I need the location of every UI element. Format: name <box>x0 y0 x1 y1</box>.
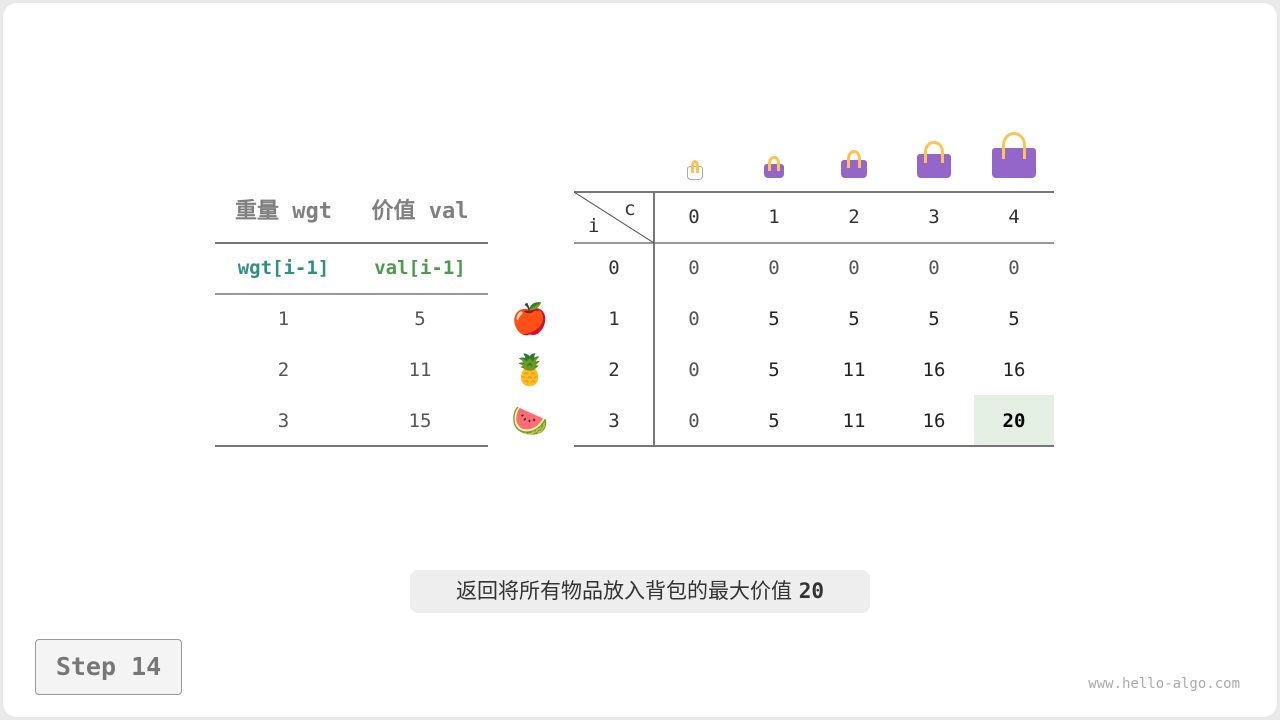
cell-wgt: 1 <box>277 308 290 330</box>
dp-cell: 0 <box>688 410 700 432</box>
capacity-header: 2 <box>848 206 860 228</box>
bag-2-icon <box>841 150 867 178</box>
dp-cell: 11 <box>842 359 866 381</box>
row-label: 3 <box>608 410 620 432</box>
dp-cell: 0 <box>688 257 700 279</box>
step-button[interactable]: Step 14 <box>35 639 182 695</box>
dp-cell: 5 <box>768 308 780 330</box>
cell-val: 11 <box>408 359 432 381</box>
header-1: 价值 val <box>371 199 469 224</box>
capacity-header: 0 <box>688 206 700 228</box>
dp-cell: 0 <box>928 257 940 279</box>
footer-url: www.hello-algo.com <box>1088 676 1240 692</box>
vertical-divider <box>653 192 655 446</box>
dp-cell: 5 <box>768 410 780 432</box>
cell-wgt: 3 <box>277 410 290 432</box>
dp-cell: 0 <box>1008 257 1020 279</box>
dp-cell: 5 <box>1008 308 1020 330</box>
corner-diagonal <box>574 192 654 243</box>
dp-cell: 16 <box>1002 359 1026 381</box>
caption-text: 返回将所有物品放入背包的最大价值 <box>456 579 799 603</box>
dp-cell: 5 <box>848 308 860 330</box>
bag-empty-icon <box>687 160 703 180</box>
caption-value: 20 <box>798 579 824 603</box>
dp-cell: 0 <box>848 257 860 279</box>
row-label: 0 <box>608 257 620 279</box>
divider <box>215 293 488 295</box>
dp-cell: 5 <box>768 359 780 381</box>
capacity-header: 3 <box>928 206 940 228</box>
row-label: 2 <box>608 359 620 381</box>
bag-1-icon <box>764 156 784 178</box>
dp-cell: 0 <box>688 359 700 381</box>
corner-c: c <box>624 198 636 220</box>
dp-cell: 0 <box>688 308 700 330</box>
pineapple-icon: 🍍 <box>511 353 549 388</box>
divider <box>215 445 488 447</box>
bag-3-icon <box>917 140 951 178</box>
subheader-1: val[i-1] <box>374 257 466 279</box>
divider <box>574 445 1054 447</box>
capacity-header: 4 <box>1008 206 1020 228</box>
caption: 返回将所有物品放入背包的最大价值 20 <box>410 570 870 613</box>
highlight-cell <box>974 395 1054 446</box>
cell-val: 15 <box>408 410 432 432</box>
apple-icon: 🍎 <box>511 302 549 337</box>
dp-cell: 5 <box>928 308 940 330</box>
header-0: 重量 wgt <box>235 199 332 224</box>
divider <box>574 191 1054 193</box>
corner-i: i <box>588 215 600 237</box>
dp-cell: 16 <box>922 359 946 381</box>
divider <box>215 242 488 244</box>
cell-wgt: 2 <box>277 359 290 381</box>
watermelon-icon: 🍉 <box>511 404 549 439</box>
dp-cell: 16 <box>922 410 946 432</box>
dp-cell: 0 <box>768 257 780 279</box>
cell-val: 5 <box>414 308 426 330</box>
capacity-header: 1 <box>768 206 780 228</box>
dp-cell: 11 <box>842 410 866 432</box>
row-label: 1 <box>608 308 620 330</box>
divider <box>574 242 1054 244</box>
subheader-0: wgt[i-1] <box>237 257 330 279</box>
bag-4-icon <box>992 131 1036 178</box>
dp-cell: 20 <box>1002 410 1026 432</box>
